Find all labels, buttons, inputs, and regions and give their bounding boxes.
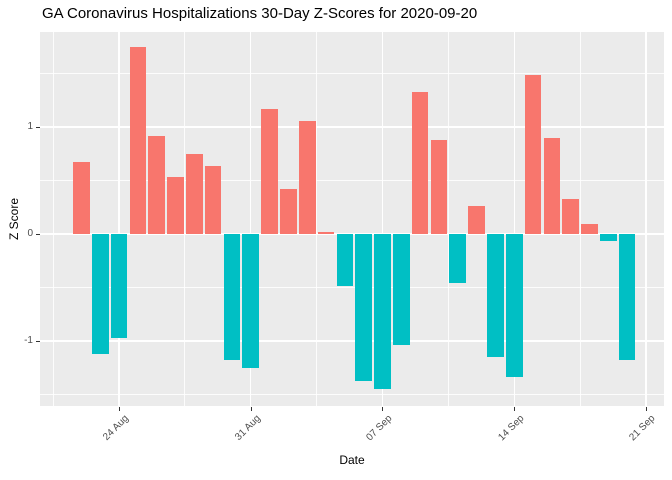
- y-major-gridline: [40, 340, 664, 342]
- x-major-gridline: [118, 32, 120, 406]
- x-tick-mark: [382, 406, 384, 411]
- zscore-bar: [129, 46, 147, 234]
- x-minor-gridline: [316, 32, 318, 406]
- zscore-bar: [91, 233, 109, 354]
- zscore-bar: [317, 231, 335, 234]
- x-tick-label: 21 Sep: [627, 413, 658, 444]
- x-tick-label: 24 Aug: [101, 413, 131, 443]
- zscore-bar: [336, 233, 354, 287]
- y-tick-label: -1: [24, 334, 33, 346]
- zscore-bar: [393, 233, 410, 346]
- x-tick-label: 14 Sep: [495, 413, 526, 444]
- x-major-gridline: [513, 32, 515, 406]
- y-minor-gridline: [40, 393, 664, 395]
- zscore-bar: [167, 177, 184, 234]
- y-major-gridline: [40, 126, 664, 128]
- zscore-bar: [186, 153, 203, 234]
- zscore-bar: [430, 139, 448, 234]
- y-tick-mark: [35, 233, 40, 235]
- x-axis-title: Date: [339, 453, 365, 467]
- zscore-bar: [505, 233, 523, 378]
- x-minor-gridline: [447, 32, 449, 406]
- y-minor-gridline: [40, 286, 664, 288]
- zscore-bar: [280, 189, 297, 234]
- zscore-bar: [355, 233, 372, 382]
- zscore-bar: [487, 233, 504, 357]
- zscore-bar: [242, 233, 260, 368]
- x-tick-label: 07 Sep: [364, 413, 395, 444]
- zscore-bar: [562, 198, 579, 234]
- zscore-bar: [298, 120, 316, 234]
- x-minor-gridline: [579, 32, 581, 406]
- zscore-bar: [543, 137, 561, 234]
- plot-panel: [40, 32, 664, 406]
- y-tick-mark: [35, 340, 40, 342]
- x-tick-mark: [119, 406, 121, 411]
- x-tick-mark: [645, 406, 647, 411]
- zscore-bar: [411, 91, 429, 234]
- zscore-bar: [599, 233, 617, 242]
- zscore-bar: [468, 206, 485, 234]
- x-major-gridline: [381, 32, 384, 406]
- zscore-bar: [110, 233, 128, 338]
- zscore-bar: [73, 162, 90, 234]
- zscore-bar: [618, 233, 636, 361]
- y-tick-label: 0: [27, 227, 33, 239]
- x-tick-label: 31 Aug: [232, 413, 263, 443]
- chart-title: GA Coronavirus Hospitalizations 30-Day Z…: [42, 5, 478, 22]
- x-tick-mark: [514, 406, 516, 411]
- zscore-bar: [449, 233, 467, 284]
- zscore-bar: [148, 135, 165, 234]
- x-major-gridline: [645, 32, 647, 406]
- x-minor-gridline: [52, 32, 54, 406]
- zscore-bar: [581, 224, 598, 234]
- zscore-bar: [204, 165, 222, 234]
- y-axis-title: Z Score: [7, 198, 21, 241]
- y-major-gridline: [40, 233, 664, 235]
- y-minor-gridline: [40, 73, 664, 75]
- zscore-bar: [223, 233, 241, 361]
- y-minor-gridline: [40, 180, 664, 181]
- y-tick-mark: [35, 127, 40, 129]
- x-minor-gridline: [184, 32, 186, 406]
- zscore-bar: [524, 74, 542, 234]
- x-tick-mark: [250, 406, 252, 411]
- y-tick-label: 1: [27, 121, 33, 133]
- zscore-bar: [261, 108, 278, 234]
- x-major-gridline: [250, 32, 252, 406]
- zscore-bar: [374, 233, 391, 389]
